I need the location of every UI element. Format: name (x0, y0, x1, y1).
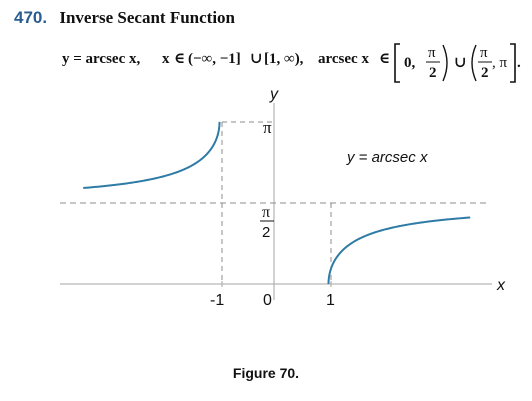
x-tick-label-0: 0 (263, 292, 272, 309)
curve-label: y = arcsec x (346, 149, 428, 166)
section-number: 470. (14, 8, 48, 27)
x-axis-label: x (496, 277, 506, 294)
formula-in-2: ∈ (379, 51, 390, 67)
curve-branch-right (327, 216, 471, 284)
y-axis-label: y (269, 86, 279, 103)
formula-x: x (162, 51, 170, 67)
formula-domain-right: [1, ∞), (264, 51, 304, 67)
formula-domain-left: (−∞, −1] (188, 51, 241, 67)
formula-bracket-left (394, 43, 400, 83)
y-tick-half-pi-num: π (262, 204, 270, 221)
section-heading: 470. Inverse Secant Function (14, 8, 235, 28)
formula-bracket-right (510, 43, 516, 83)
formula: y = arcsec x, x ∈ (−∞, −1] ∪ [1, ∞), arc… (62, 43, 521, 83)
x-tick-label-neg1: -1 (210, 292, 224, 309)
formula-lhs: y = arcsec x, (62, 51, 140, 67)
section-title: Inverse Secant Function (59, 8, 236, 27)
formula-pi-1: π (428, 45, 436, 61)
curve-branch-left (83, 121, 221, 189)
formula-two-2: 2 (481, 65, 489, 81)
formula-pi-2: π (480, 45, 488, 61)
formula-end: . (517, 55, 521, 71)
formula-union-2: ∪ (454, 55, 467, 71)
formula-paren-left (471, 44, 477, 82)
formula-range-zero: 0, (404, 55, 416, 71)
formula-two-1: 2 (429, 65, 437, 81)
formula-paren-right (442, 44, 448, 82)
y-tick-half-pi-den: 2 (262, 224, 270, 241)
y-tick-pi: π (263, 118, 272, 137)
formula-fn: arcsec x (318, 51, 369, 67)
figure-caption: Figure 70. (232, 365, 300, 381)
x-tick-label-1: 1 (326, 292, 335, 309)
formula-in: ∈ (174, 51, 185, 67)
formula-range-tail: , π (492, 55, 508, 71)
formula-union: ∪ (250, 51, 263, 67)
